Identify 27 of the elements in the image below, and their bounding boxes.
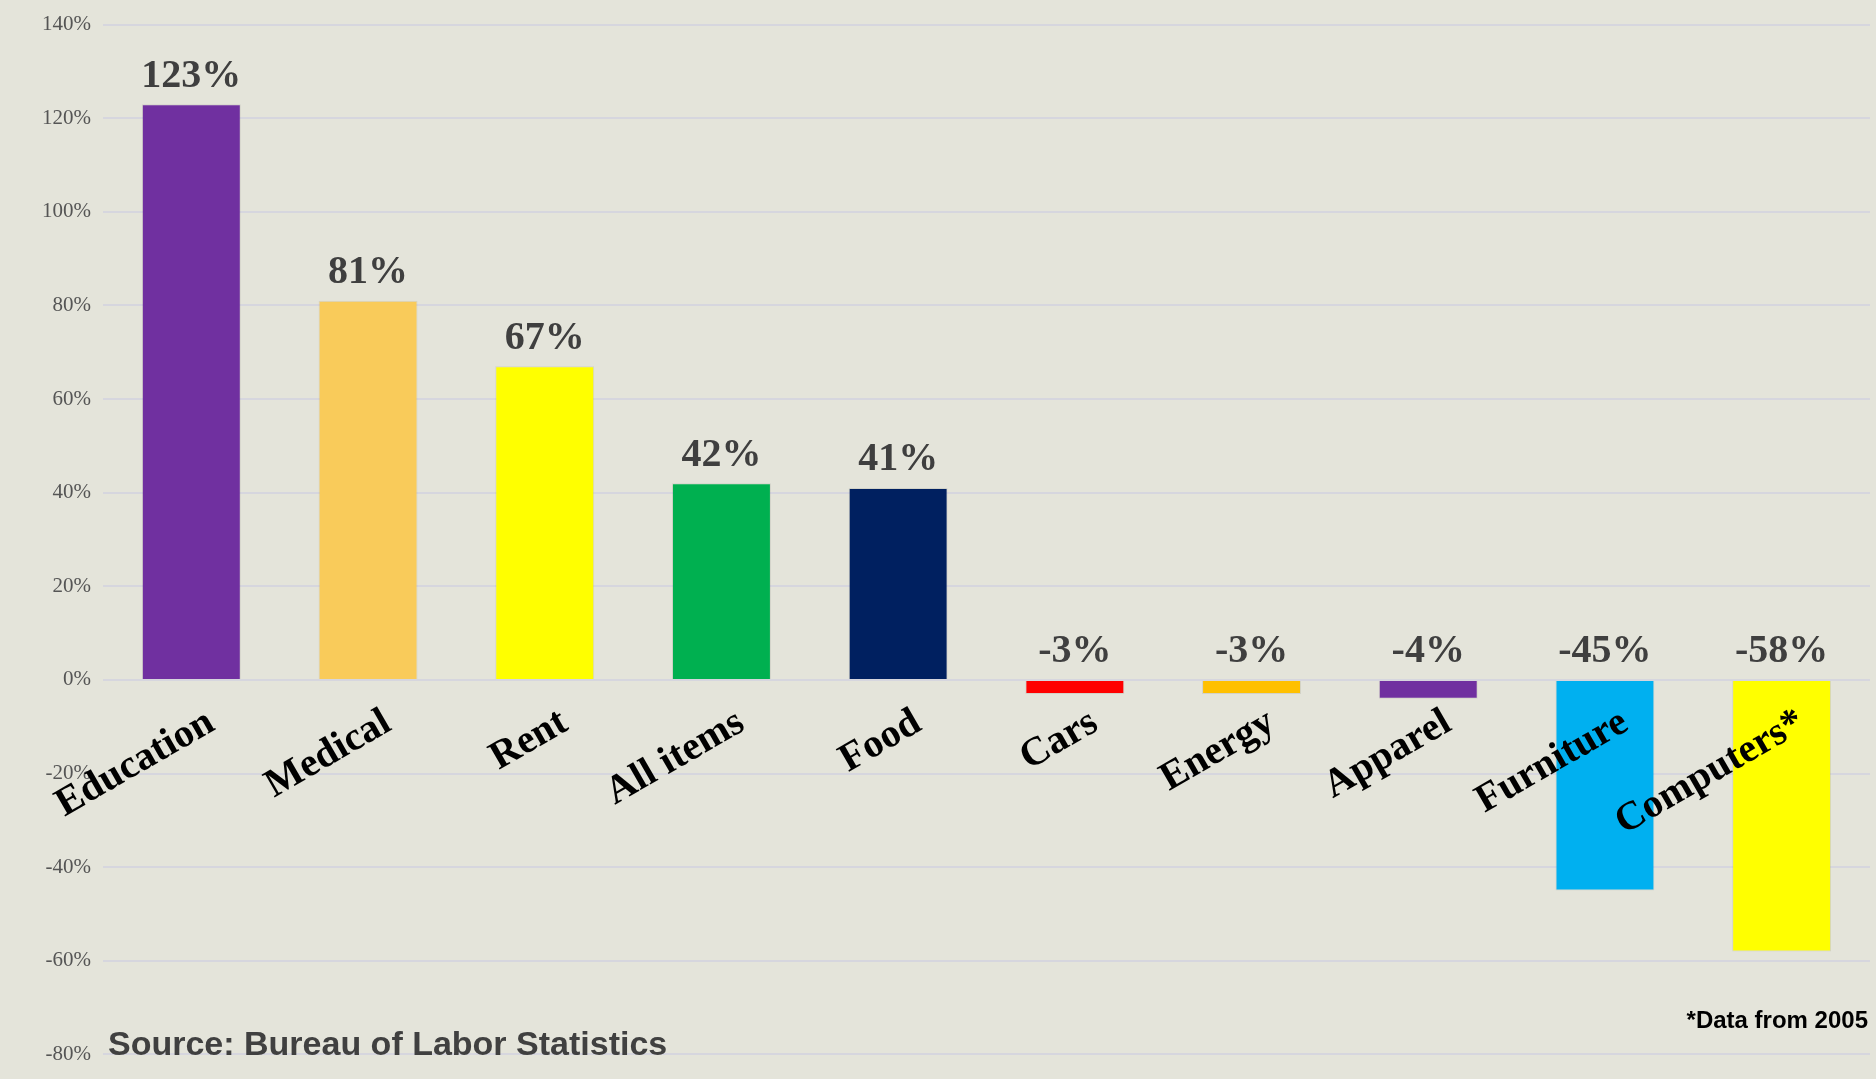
y-tick-label: 120% — [41, 104, 91, 129]
data-label: 81% — [328, 247, 409, 293]
x-tick-label: Cars — [1010, 697, 1105, 778]
y-tick-label: 40% — [52, 479, 91, 504]
annotation: Source: Bureau of Labor Statistics — [108, 1024, 668, 1062]
annotation: *Data from 2005 — [1686, 1006, 1868, 1033]
data-label: 123% — [141, 50, 242, 96]
y-tick-label: -60% — [45, 947, 91, 972]
data-label: -3% — [1214, 626, 1289, 672]
y-tick-label: 80% — [52, 291, 91, 316]
data-label: -3% — [1038, 626, 1112, 672]
y-tick-label: 20% — [52, 572, 91, 597]
data-label: -4% — [1391, 626, 1465, 672]
data-label: 67% — [504, 312, 585, 358]
x-tick-label: All items — [596, 697, 752, 813]
y-tick-label: 140% — [41, 11, 91, 36]
data-label: -58% — [1734, 626, 1829, 672]
x-tick-label: Food — [830, 697, 928, 780]
y-tick-label: 100% — [41, 198, 91, 223]
data-label: 41% — [858, 434, 939, 480]
y-tick-label: 0% — [62, 666, 91, 691]
y-tick-label: -80% — [45, 1040, 91, 1065]
data-label: 42% — [681, 429, 762, 475]
x-tick-label: Rent — [480, 697, 575, 778]
y-tick-label: -40% — [45, 853, 91, 878]
data-label: -45% — [1558, 626, 1652, 672]
y-tick-label: 60% — [52, 385, 91, 410]
